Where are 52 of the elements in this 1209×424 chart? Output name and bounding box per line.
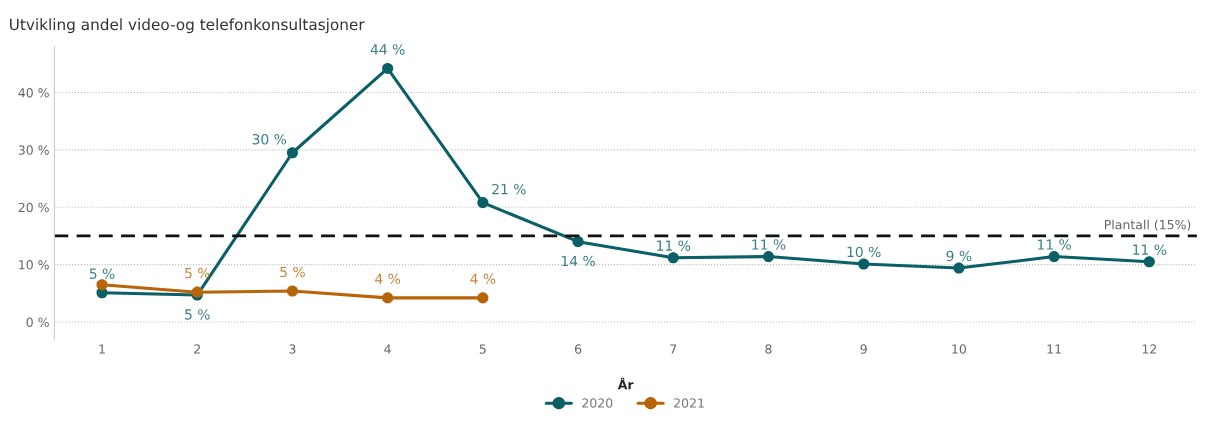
point (382, 292, 394, 304)
x-tick-label: 10 (952, 344, 967, 354)
data-label: 5 % (185, 309, 210, 320)
x-tick-label: 11 (1047, 344, 1061, 354)
point (286, 147, 298, 159)
point (572, 236, 584, 248)
point (477, 197, 489, 209)
data-label: 5 % (89, 268, 115, 279)
data-label: 21 % (492, 183, 526, 195)
x-tick-label: 12 (1142, 344, 1157, 354)
data-label: 11 % (1133, 244, 1167, 255)
data-label: 44 % (370, 44, 405, 55)
x-tick-label: 5 (479, 344, 486, 354)
point (477, 292, 489, 304)
data-label: 11 % (752, 239, 786, 250)
x-tick-label: 8 (765, 344, 772, 354)
y-tick-label: 40 % (18, 88, 49, 98)
point (382, 62, 394, 74)
point (1143, 256, 1155, 268)
data-label: 5 % (280, 266, 305, 278)
point (953, 262, 965, 274)
data-label: 14 % (561, 255, 595, 267)
point (286, 285, 298, 297)
y-tick-label: 30 % (18, 145, 49, 155)
point (1048, 251, 1060, 263)
data-label: 9 % (946, 250, 972, 262)
point (858, 258, 870, 270)
data-label: 4 % (470, 273, 496, 285)
x-tick-label: 6 (574, 344, 582, 354)
x-tick-label: 9 (860, 344, 867, 354)
x-tick-label: 7 (670, 344, 677, 354)
legend-label: 2020 (582, 398, 613, 408)
ref-line-label: Plantall (15%) (1104, 219, 1191, 231)
x-tick-label: 1 (99, 344, 105, 354)
data-label: 11 % (657, 240, 691, 251)
y-tick-label: 0 % (26, 317, 49, 327)
data-label: 5 % (185, 267, 210, 279)
data-label: 11 % (1037, 239, 1071, 250)
y-tick-label: 10 % (19, 260, 49, 270)
data-label: 10 % (847, 246, 881, 258)
x-tick-label: 2 (194, 344, 200, 354)
x-tick-label: 3 (289, 344, 296, 354)
point (762, 251, 775, 263)
data-label: 30 % (252, 134, 287, 145)
legend-label: 2021 (674, 398, 704, 408)
data-label: 4 % (375, 273, 401, 285)
legend-title: År (617, 377, 634, 390)
x-tick-label: 4 (384, 344, 391, 354)
chart-title: Utvikling andel video-og telefonkonsultasjoner (10, 18, 365, 34)
point (96, 279, 108, 291)
point (667, 252, 679, 264)
y-tick-label: 20 % (18, 202, 49, 213)
